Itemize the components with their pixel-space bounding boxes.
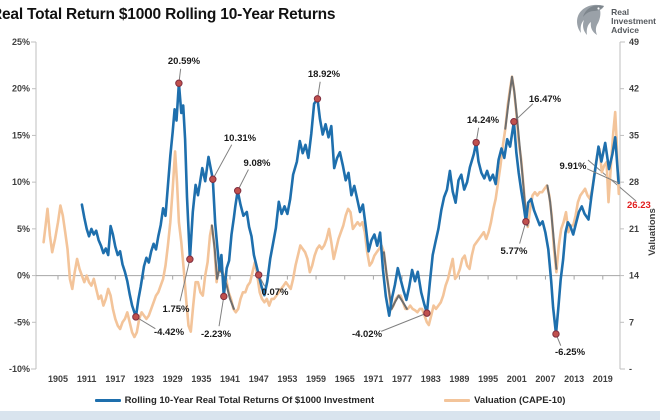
valuation-line-swatch — [444, 398, 471, 402]
valuation-decline-segment — [382, 251, 408, 310]
annotation-marker-dot — [522, 217, 530, 226]
annotation-leader-line — [380, 312, 428, 332]
annotation-value-label: 16.47% — [529, 94, 562, 105]
annotation-value-label: 9.08% — [244, 158, 271, 169]
annotation-marker-dot — [209, 175, 217, 183]
eagle-icon — [577, 4, 605, 36]
annotation-value-label: 1.75% — [163, 304, 190, 315]
annotation-value-label: -4.02% — [352, 329, 383, 340]
annotation-marker-dot — [472, 138, 480, 147]
right-axis-tick-label: 28 — [629, 177, 639, 187]
right-axis-tick-label: 35 — [629, 130, 639, 140]
annotation-value-label: 14.24% — [467, 115, 500, 126]
x-axis-year-label: 1911 — [77, 374, 97, 384]
annotation-value-label: 5.77% — [501, 246, 528, 257]
x-axis-year-label: 1983 — [421, 374, 441, 384]
legend-item-valuation[interactable]: Valuation (CAPE-10) — [444, 395, 565, 406]
right-axis-tick-label: 49 — [629, 37, 639, 47]
annotation-value-label: -4.42% — [154, 327, 185, 338]
annotation-leader-line — [586, 168, 619, 184]
annotation-marker-dot — [186, 255, 194, 263]
x-axis-year-label: 1941 — [220, 374, 240, 384]
annotation-value-label: -6.25% — [555, 347, 586, 358]
annotation-value-label: 0.07% — [262, 287, 289, 298]
left-axis-tick-label: 10% — [12, 177, 30, 187]
x-axis-year-label: 1947 — [249, 374, 269, 384]
right-axis-tick-label: 14 — [629, 271, 639, 281]
left-axis-tick-label: 20% — [12, 84, 30, 94]
right-axis-tick-label: 21 — [629, 224, 639, 234]
annotation-leader-line — [218, 296, 225, 327]
x-axis-year-label: 1989 — [449, 374, 469, 384]
left-axis-tick-label: -10% — [9, 364, 30, 374]
annotation-value-label: -2.23% — [201, 329, 232, 340]
x-axis-year-label: 1917 — [105, 374, 125, 384]
annotation-marker-dot — [132, 313, 140, 321]
x-axis-year-label: 2007 — [535, 374, 555, 384]
annotation-value-label: 9.91% — [560, 161, 587, 172]
annotation-marker-dot — [423, 309, 431, 317]
chart-area: 25% 20% 15% 10% 5% 0% -5% -10% 49 42 35 28 21 14 7 - 26.… — [9, 37, 658, 384]
x-axis-year-label: 2013 — [564, 374, 584, 384]
chart-legend: Rolling 10-Year Real Total Returns Of $1… — [0, 391, 660, 409]
annotation-marker-dot — [255, 271, 263, 279]
x-axis-year-label: 1929 — [163, 374, 183, 384]
legend-item-returns[interactable]: Rolling 10-Year Real Total Returns Of $1… — [94, 394, 375, 406]
annotation-leader-line — [179, 259, 191, 302]
x-axis-year-label: 1971 — [363, 374, 383, 384]
annotation-leader-line — [237, 169, 249, 191]
brand-line-3: Advice — [611, 24, 639, 35]
valuation-decline-segment — [546, 184, 558, 270]
annotation-marker-dot — [510, 117, 518, 126]
chart-title: Real Total Return $1000 Rolling 10-Year … — [0, 6, 336, 23]
annotation-leader-line — [519, 221, 527, 244]
annotation-value-label: 10.31% — [224, 133, 257, 144]
annotation-leader-line — [135, 316, 156, 330]
annotation-value-label: 18.92% — [308, 69, 341, 80]
x-axis-year-label: 1953 — [277, 374, 297, 384]
x-axis-year-label: 1977 — [392, 374, 412, 384]
annotation-marker-dot — [552, 330, 560, 338]
x-axis-year-label: 2019 — [593, 374, 613, 384]
brand-logo: Real Investment Advice — [574, 2, 656, 40]
x-axis-year-label: 1995 — [478, 374, 498, 384]
annotation-marker-dot — [175, 79, 183, 87]
returns-vs-valuation-chart: 25% 20% 15% 10% 5% 0% -5% -10% 49 42 35 28 21 14 7 - 26.… — [9, 37, 658, 384]
x-axis-year-label: 1905 — [48, 374, 68, 384]
x-axis-year-label: 1935 — [191, 374, 211, 384]
annotation-value-label: 20.59% — [168, 56, 201, 67]
x-axis-year-label: 1959 — [306, 374, 326, 384]
right-axis-tick-label: - — [629, 364, 632, 374]
left-axis-tick-label: -5% — [14, 317, 30, 327]
right-axis-title: Valuations — [647, 208, 658, 256]
legend-label-returns: Rolling 10-Year Real Total Returns Of $1… — [124, 394, 375, 406]
left-axis-tick-label: 25% — [12, 37, 30, 47]
brand-name: Real Investment Advice — [611, 6, 656, 35]
left-axis-tick-label: 5% — [17, 224, 30, 234]
valuation-decline-segment — [504, 75, 529, 227]
brand-line-1: Real — [611, 6, 630, 17]
x-axis-year-label: 1923 — [134, 374, 154, 384]
returns-line-swatch — [94, 398, 121, 402]
annotation-leader-line — [212, 144, 233, 180]
right-axis-tick-label: 42 — [629, 84, 639, 94]
x-axis-year-label: 1965 — [335, 374, 355, 384]
annotation-marker-dot — [233, 187, 242, 195]
left-axis-tick-label: 0% — [17, 271, 30, 281]
cape-current-value-label: 26.23 — [627, 200, 651, 211]
bottom-strip — [0, 411, 660, 420]
rolling-returns-line — [80, 81, 620, 336]
legend-label-valuation: Valuation (CAPE-10) — [474, 394, 566, 406]
brand-line-2: Investment — [611, 15, 656, 26]
annotation-marker-dot — [220, 292, 228, 301]
x-axis-year-label: 2001 — [507, 374, 527, 384]
right-axis-tick-label: 7 — [629, 317, 634, 327]
annotation-marker-dot — [313, 95, 322, 103]
annotation-leader-line — [513, 103, 534, 123]
left-axis-tick-label: 15% — [12, 130, 30, 140]
